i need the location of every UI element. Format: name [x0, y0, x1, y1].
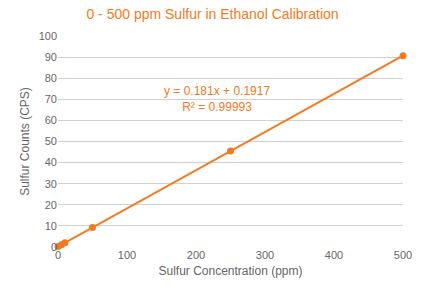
svg-text:200: 200: [187, 249, 205, 261]
svg-text:20: 20: [45, 199, 57, 211]
svg-text:Sulfur Concentration (ppm): Sulfur Concentration (ppm): [158, 264, 302, 278]
svg-text:0 - 500 ppm Sulfur in Ethanol: 0 - 500 ppm Sulfur in Ethanol Calibratio…: [86, 6, 338, 22]
svg-text:Sulfur Counts (CPS): Sulfur Counts (CPS): [18, 87, 32, 196]
svg-text:70: 70: [45, 93, 57, 105]
svg-text:40: 40: [45, 156, 57, 168]
svg-text:30: 30: [45, 178, 57, 190]
svg-text:100: 100: [118, 249, 136, 261]
svg-text:10: 10: [45, 220, 57, 232]
svg-text:y = 0.181x + 0.1917R² = 0.9999: y = 0.181x + 0.1917R² = 0.99993: [164, 84, 270, 114]
svg-text:80: 80: [45, 72, 57, 84]
svg-text:90: 90: [45, 51, 57, 63]
svg-text:0: 0: [55, 249, 61, 261]
svg-text:100: 100: [39, 30, 57, 42]
svg-text:0: 0: [51, 241, 57, 253]
svg-text:400: 400: [325, 249, 343, 261]
svg-text:60: 60: [45, 114, 57, 126]
svg-text:300: 300: [256, 249, 274, 261]
svg-text:50: 50: [45, 135, 57, 147]
svg-text:500: 500: [394, 249, 412, 261]
